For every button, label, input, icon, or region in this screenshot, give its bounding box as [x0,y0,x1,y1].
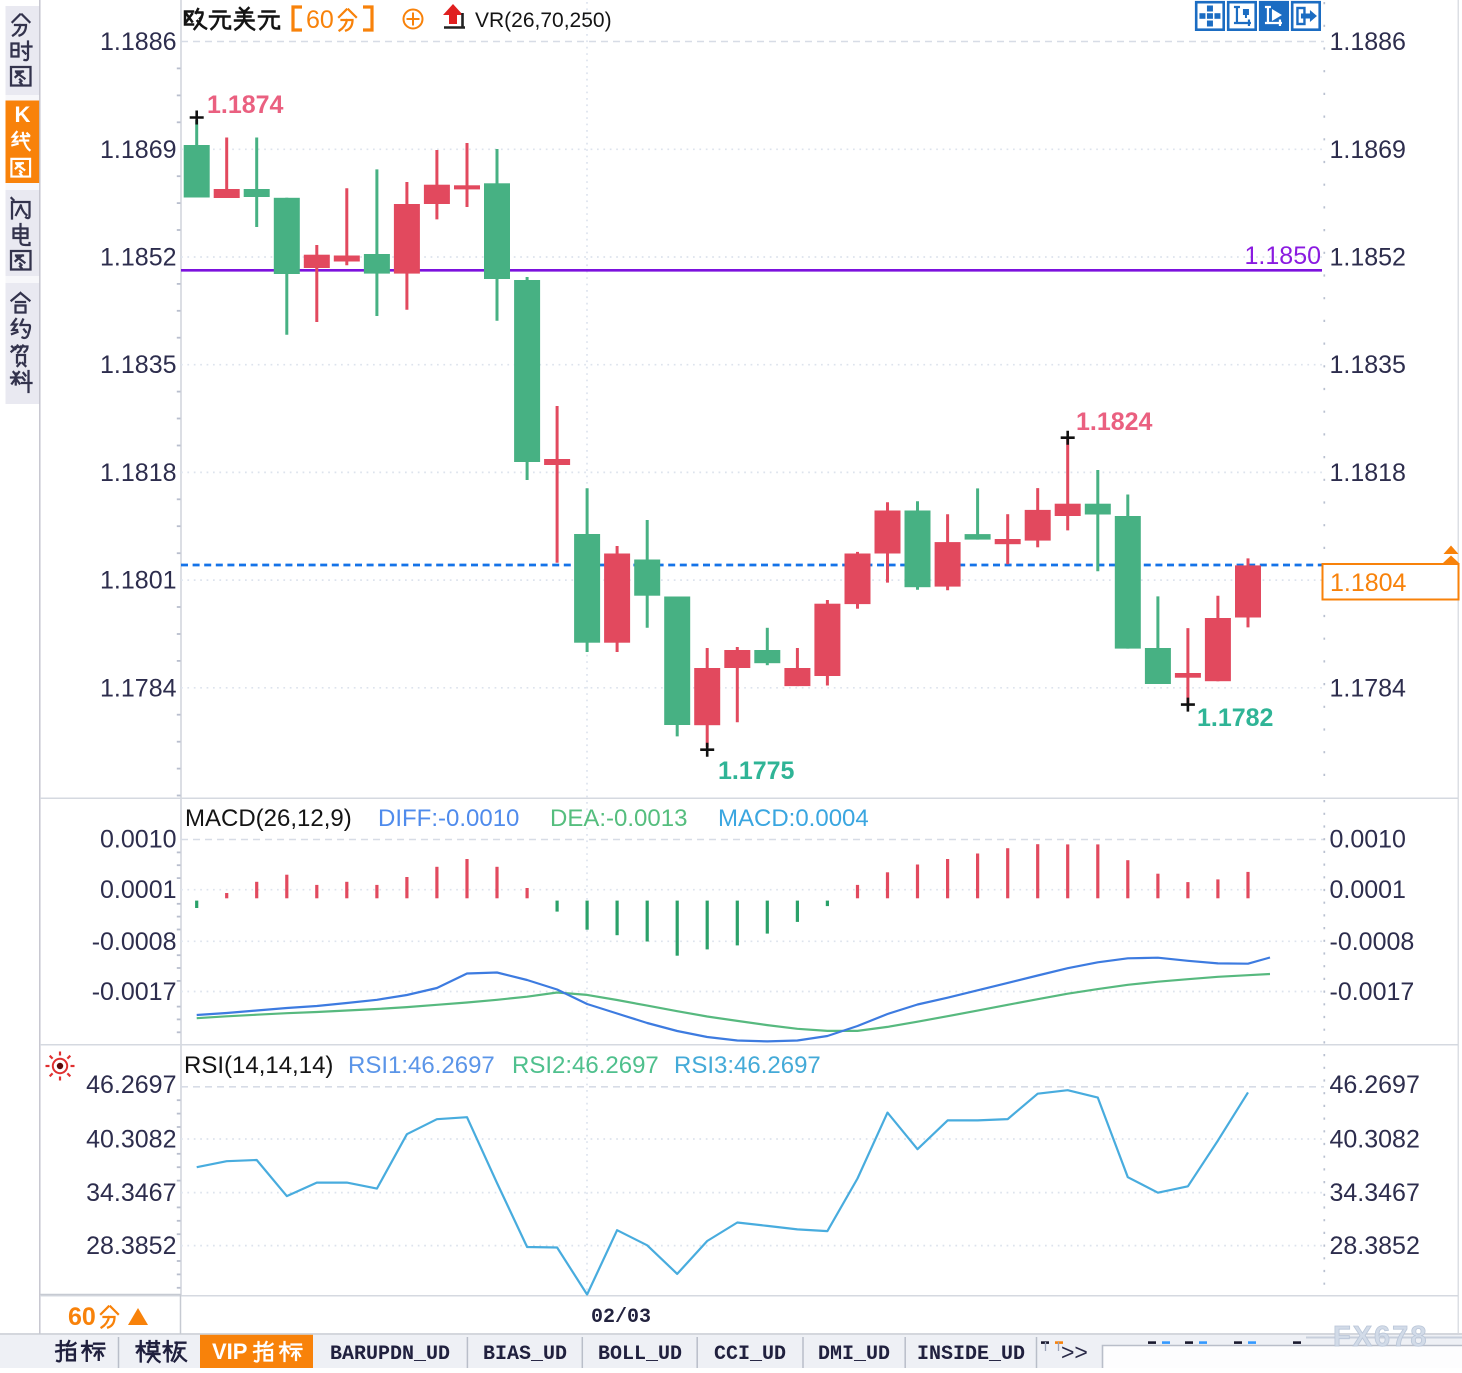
svg-text:FX678: FX678 [1333,1321,1428,1353]
svg-text:-0.0017: -0.0017 [1330,978,1415,1006]
svg-text:DMI_UD: DMI_UD [818,1343,890,1366]
svg-text:46.2697: 46.2697 [86,1071,176,1099]
svg-text:40.3082: 40.3082 [86,1126,176,1154]
svg-text:28.3852: 28.3852 [1330,1232,1420,1260]
svg-text:RSI2:46.2697: RSI2:46.2697 [512,1052,659,1079]
svg-text:28.3852: 28.3852 [86,1232,176,1260]
svg-text:0.0001: 0.0001 [1330,876,1406,904]
svg-text:RSI(14,14,14): RSI(14,14,14) [184,1052,333,1079]
svg-text:1.1835: 1.1835 [1330,351,1406,379]
svg-text:34.3467: 34.3467 [86,1179,176,1207]
svg-text:1.1801: 1.1801 [100,567,176,595]
svg-text:0.0010: 0.0010 [1330,826,1406,854]
svg-text:RSI1:46.2697: RSI1:46.2697 [348,1052,495,1079]
svg-text:1.1784: 1.1784 [100,674,177,702]
svg-text:DIFF:-0.0010: DIFF:-0.0010 [378,805,519,832]
svg-text:>>: >> [1061,1339,1088,1365]
svg-text:CCI_UD: CCI_UD [714,1343,786,1366]
svg-text:46.2697: 46.2697 [1330,1071,1420,1099]
svg-text:RSI3:46.2697: RSI3:46.2697 [674,1052,821,1079]
svg-text:1.1784: 1.1784 [1330,674,1407,702]
svg-text:0.0001: 0.0001 [100,876,176,904]
svg-text:1.1886: 1.1886 [1330,28,1406,56]
svg-text:BARUPDN_UD: BARUPDN_UD [330,1343,450,1366]
svg-text:K: K [15,102,31,127]
svg-text:60: 60 [306,6,334,34]
svg-text:-0.0017: -0.0017 [92,978,177,1006]
svg-text:-0.0008: -0.0008 [1330,928,1415,956]
svg-text:1.1835: 1.1835 [100,351,176,379]
svg-text:MACD(26,12,9): MACD(26,12,9) [185,805,352,832]
svg-text:INSIDE_UD: INSIDE_UD [917,1343,1025,1366]
svg-text:1.1852: 1.1852 [1330,244,1406,272]
svg-text:1.1804: 1.1804 [1330,569,1407,597]
svg-text:BIAS_UD: BIAS_UD [483,1343,567,1366]
svg-text:1.1824: 1.1824 [1076,408,1153,436]
svg-text:VIP: VIP [212,1339,247,1364]
svg-text:1.1886: 1.1886 [100,28,176,56]
svg-text:1.1818: 1.1818 [100,459,176,487]
svg-text:0.0010: 0.0010 [100,826,176,854]
svg-text:1.1869: 1.1869 [100,136,176,164]
svg-text:MACD:0.0004: MACD:0.0004 [718,805,869,832]
svg-text:1.1818: 1.1818 [1330,459,1406,487]
svg-text:1.1869: 1.1869 [1330,136,1406,164]
svg-text:02/03: 02/03 [591,1306,651,1329]
svg-text:60: 60 [68,1303,96,1331]
svg-text:-0.0008: -0.0008 [92,928,177,956]
svg-text:DEA:-0.0013: DEA:-0.0013 [550,805,687,832]
svg-text:1.1775: 1.1775 [718,757,795,785]
svg-text:1.1850: 1.1850 [1245,242,1321,270]
svg-text:34.3467: 34.3467 [1330,1179,1420,1207]
svg-text:VR(26,70,250): VR(26,70,250) [475,9,612,32]
svg-text:1.1852: 1.1852 [100,244,176,272]
svg-text:40.3082: 40.3082 [1330,1126,1420,1154]
svg-text:BOLL_UD: BOLL_UD [598,1343,682,1366]
svg-text:1.1874: 1.1874 [207,91,284,119]
svg-text:1.1782: 1.1782 [1197,704,1273,732]
